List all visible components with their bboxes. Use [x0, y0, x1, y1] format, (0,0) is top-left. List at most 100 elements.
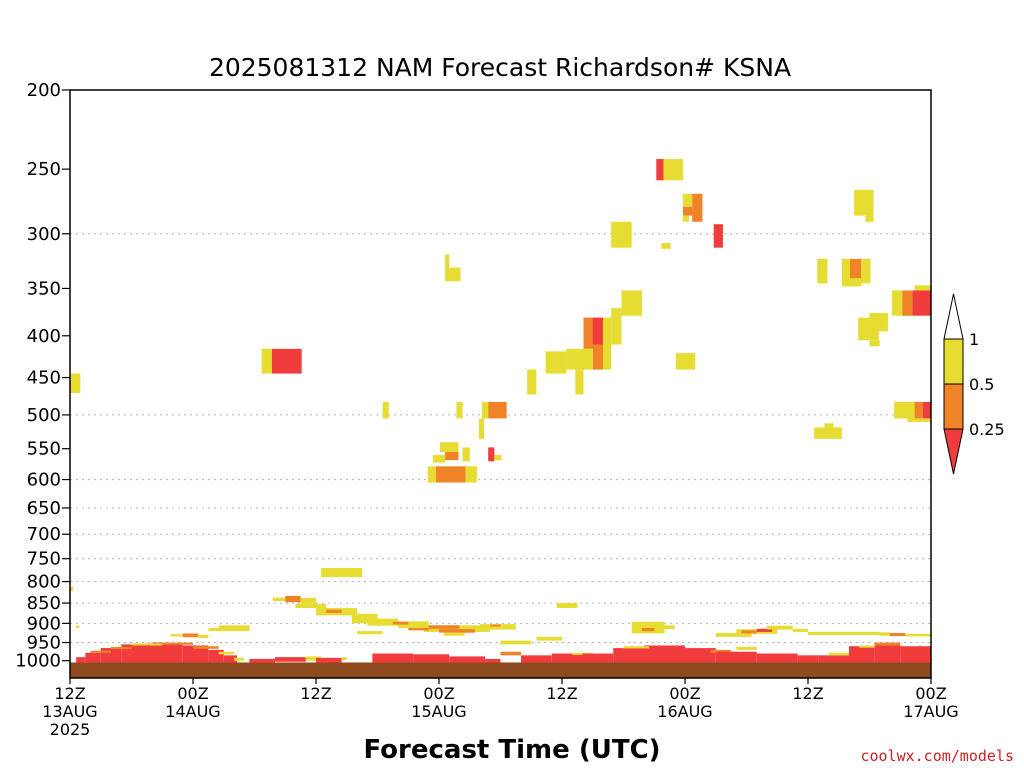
ri-cell-yellow	[261, 348, 272, 374]
ri-cell-orange	[435, 466, 466, 483]
ri-cell-red	[922, 401, 931, 419]
colorbar-label: 0.25	[969, 420, 1005, 439]
ri-cell-yellow	[663, 159, 683, 181]
ri-cell-orange	[490, 624, 501, 627]
x-tick-label: 00Z	[423, 684, 454, 703]
ri-cell-yellow	[170, 634, 183, 637]
ri-cell-yellow	[305, 656, 322, 661]
y-tick-label: 900	[27, 613, 61, 634]
ri-cell-yellow	[465, 466, 477, 483]
ri-cell-yellow	[70, 373, 81, 393]
y-tick-label: 350	[27, 278, 61, 299]
ri-cell-red	[223, 655, 238, 663]
ri-cell-yellow	[808, 631, 880, 635]
ri-cell-orange	[914, 401, 923, 419]
ri-cell-yellow	[865, 215, 874, 222]
ri-cell-orange	[111, 646, 132, 650]
ri-cell-red	[715, 651, 757, 663]
ri-cell-yellow	[432, 455, 446, 463]
grid-lines	[70, 233, 931, 644]
y-tick-label: 400	[27, 326, 61, 347]
ri-cell-yellow	[854, 189, 874, 216]
ri-cell-yellow	[351, 613, 378, 624]
ri-cell-yellow	[445, 254, 450, 268]
colorbar: 1 0.5 0.25	[943, 293, 1005, 475]
ri-cell-red	[874, 644, 901, 663]
ri-cell-yellow	[792, 628, 808, 632]
ri-cell-yellow	[682, 215, 690, 222]
ri-cell-orange	[285, 595, 301, 603]
ri-cell-yellow	[234, 657, 245, 661]
ri-cell-yellow	[767, 625, 793, 630]
ri-cell-yellow	[575, 369, 584, 395]
ri-cell-yellow	[474, 629, 491, 632]
ri-cell-yellow	[907, 418, 931, 422]
ri-cell-yellow	[218, 625, 250, 632]
ri-cell-yellow	[527, 369, 537, 395]
ri-cell-yellow	[444, 632, 465, 636]
ri-cell-red	[582, 653, 614, 663]
y-tick-label: 950	[27, 633, 61, 654]
ri-cell-yellow	[611, 308, 622, 345]
ri-cell-yellow	[861, 258, 871, 284]
ri-cell-red	[485, 658, 501, 663]
ri-cell-red	[818, 655, 849, 663]
colorbar-bin	[943, 338, 964, 385]
ri-cell-orange	[902, 290, 913, 316]
ri-cell-yellow	[621, 290, 642, 316]
ri-cell-yellow	[914, 285, 931, 291]
ri-cell-orange	[682, 206, 693, 216]
ri-cell-yellow	[382, 401, 389, 419]
ri-cell-red	[271, 348, 302, 374]
x-tick-label: 00Z	[177, 684, 208, 703]
ri-cell-orange	[874, 642, 901, 646]
ri-cell-yellow	[869, 340, 880, 347]
ground-fill	[70, 662, 931, 678]
ri-cell-orange	[850, 258, 862, 284]
ri-cell-red	[756, 628, 773, 632]
ri-cell-red	[644, 645, 685, 663]
ri-cell-yellow	[367, 618, 398, 626]
ri-cell-red	[152, 642, 183, 663]
y-tick-label: 550	[27, 439, 61, 460]
ri-cell-orange	[408, 628, 429, 631]
x-tick-label: 14AUG	[165, 702, 220, 721]
ri-cell-red	[592, 317, 603, 345]
ri-cell-yellow	[715, 633, 752, 637]
ri-cell-red	[797, 655, 819, 663]
ri-cell-yellow	[664, 625, 675, 630]
ri-cell-red	[685, 648, 716, 663]
colorbar-bottom-arrow	[943, 428, 964, 475]
ri-cell-yellow	[611, 221, 632, 248]
ri-cell-yellow	[631, 621, 665, 634]
ri-cell-yellow	[456, 401, 463, 419]
ri-cell-yellow	[841, 278, 862, 287]
y-tick-label: 750	[27, 549, 61, 570]
data-cells	[70, 159, 931, 663]
y-tick-label: 850	[27, 593, 61, 614]
ri-cell-yellow	[814, 427, 842, 439]
colorbar-top-arrow	[943, 293, 964, 340]
x-tick-label: 2025	[50, 720, 91, 739]
ri-cell-orange	[162, 642, 193, 645]
colorbar-bin	[943, 383, 964, 430]
ri-cell-yellow	[859, 645, 875, 648]
ri-cell-yellow	[76, 625, 80, 629]
ri-cell-red	[551, 653, 583, 663]
ri-cell-yellow	[198, 634, 209, 639]
x-tick-label: 12Z	[54, 684, 85, 703]
ri-cell-orange	[641, 628, 655, 632]
chart-title: 2025081312 NAM Forecast Richardson# KSNA	[209, 53, 791, 82]
colorbar-label: 0.5	[969, 375, 994, 394]
y-axis: 200 250 300 350 400 450 500 550 600 650 700 7508008…	[15, 80, 70, 672]
ri-cell-red	[488, 447, 495, 462]
ri-cell-orange	[90, 650, 111, 653]
ri-cell-yellow	[218, 651, 234, 655]
ri-cell-yellow	[500, 640, 532, 645]
y-tick-label: 800	[27, 572, 61, 593]
ri-cell-orange	[428, 625, 460, 629]
ri-cell-yellow	[905, 633, 931, 637]
x-tick-label: 13AUG	[42, 702, 97, 721]
x-tick-label: 12Z	[792, 684, 823, 703]
